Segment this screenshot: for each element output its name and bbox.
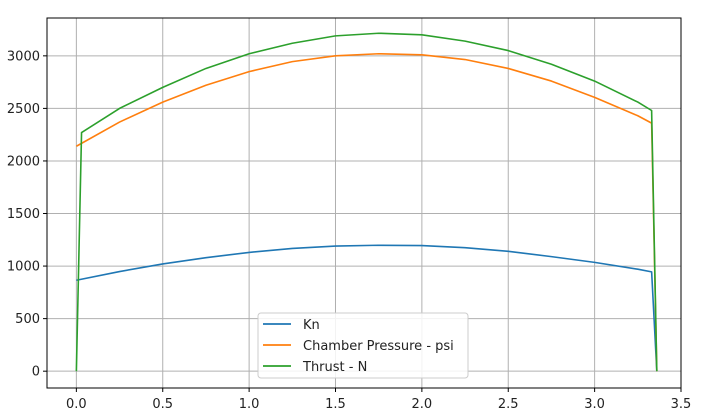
- y-tick-label: 1500: [7, 207, 40, 222]
- legend-label: Chamber Pressure - psi: [303, 339, 454, 354]
- y-tick-label: 1000: [7, 260, 40, 275]
- plot-frame: [46, 17, 682, 389]
- x-tick-label: 0.5: [152, 397, 173, 410]
- x-tick-label: 0.0: [66, 397, 87, 410]
- series-line-0: [76, 244, 658, 372]
- legend-label: Kn: [303, 318, 320, 333]
- series-line-2: [75, 32, 658, 372]
- legend-label: Thrust - N: [302, 360, 367, 375]
- y-tick-label: 2000: [7, 154, 40, 169]
- x-tick-label: 2.0: [412, 397, 433, 410]
- y-tick-label: 0: [32, 365, 40, 380]
- y-tick-label: 3000: [7, 49, 40, 64]
- series-lines: [75, 32, 658, 372]
- legend-box: [257, 312, 469, 379]
- x-tick-label: 3.5: [671, 397, 692, 410]
- y-tick-label: 2500: [7, 102, 40, 117]
- x-tick-label: 1.0: [239, 397, 260, 410]
- x-tick-label: 3.0: [584, 397, 605, 410]
- x-tick-label: 1.5: [325, 397, 346, 410]
- x-tick-label: 2.5: [498, 397, 519, 410]
- y-tick-label: 500: [15, 312, 40, 327]
- legend: Kn Chamber Pressure - psi Thrust - N: [257, 312, 469, 379]
- series-line-1: [75, 52, 658, 372]
- axis-ticks: 0.0 0.5 1.0 1.5 2.0 2.5 3.0 3.5 0 500 1000 1500 2000…: [7, 49, 691, 410]
